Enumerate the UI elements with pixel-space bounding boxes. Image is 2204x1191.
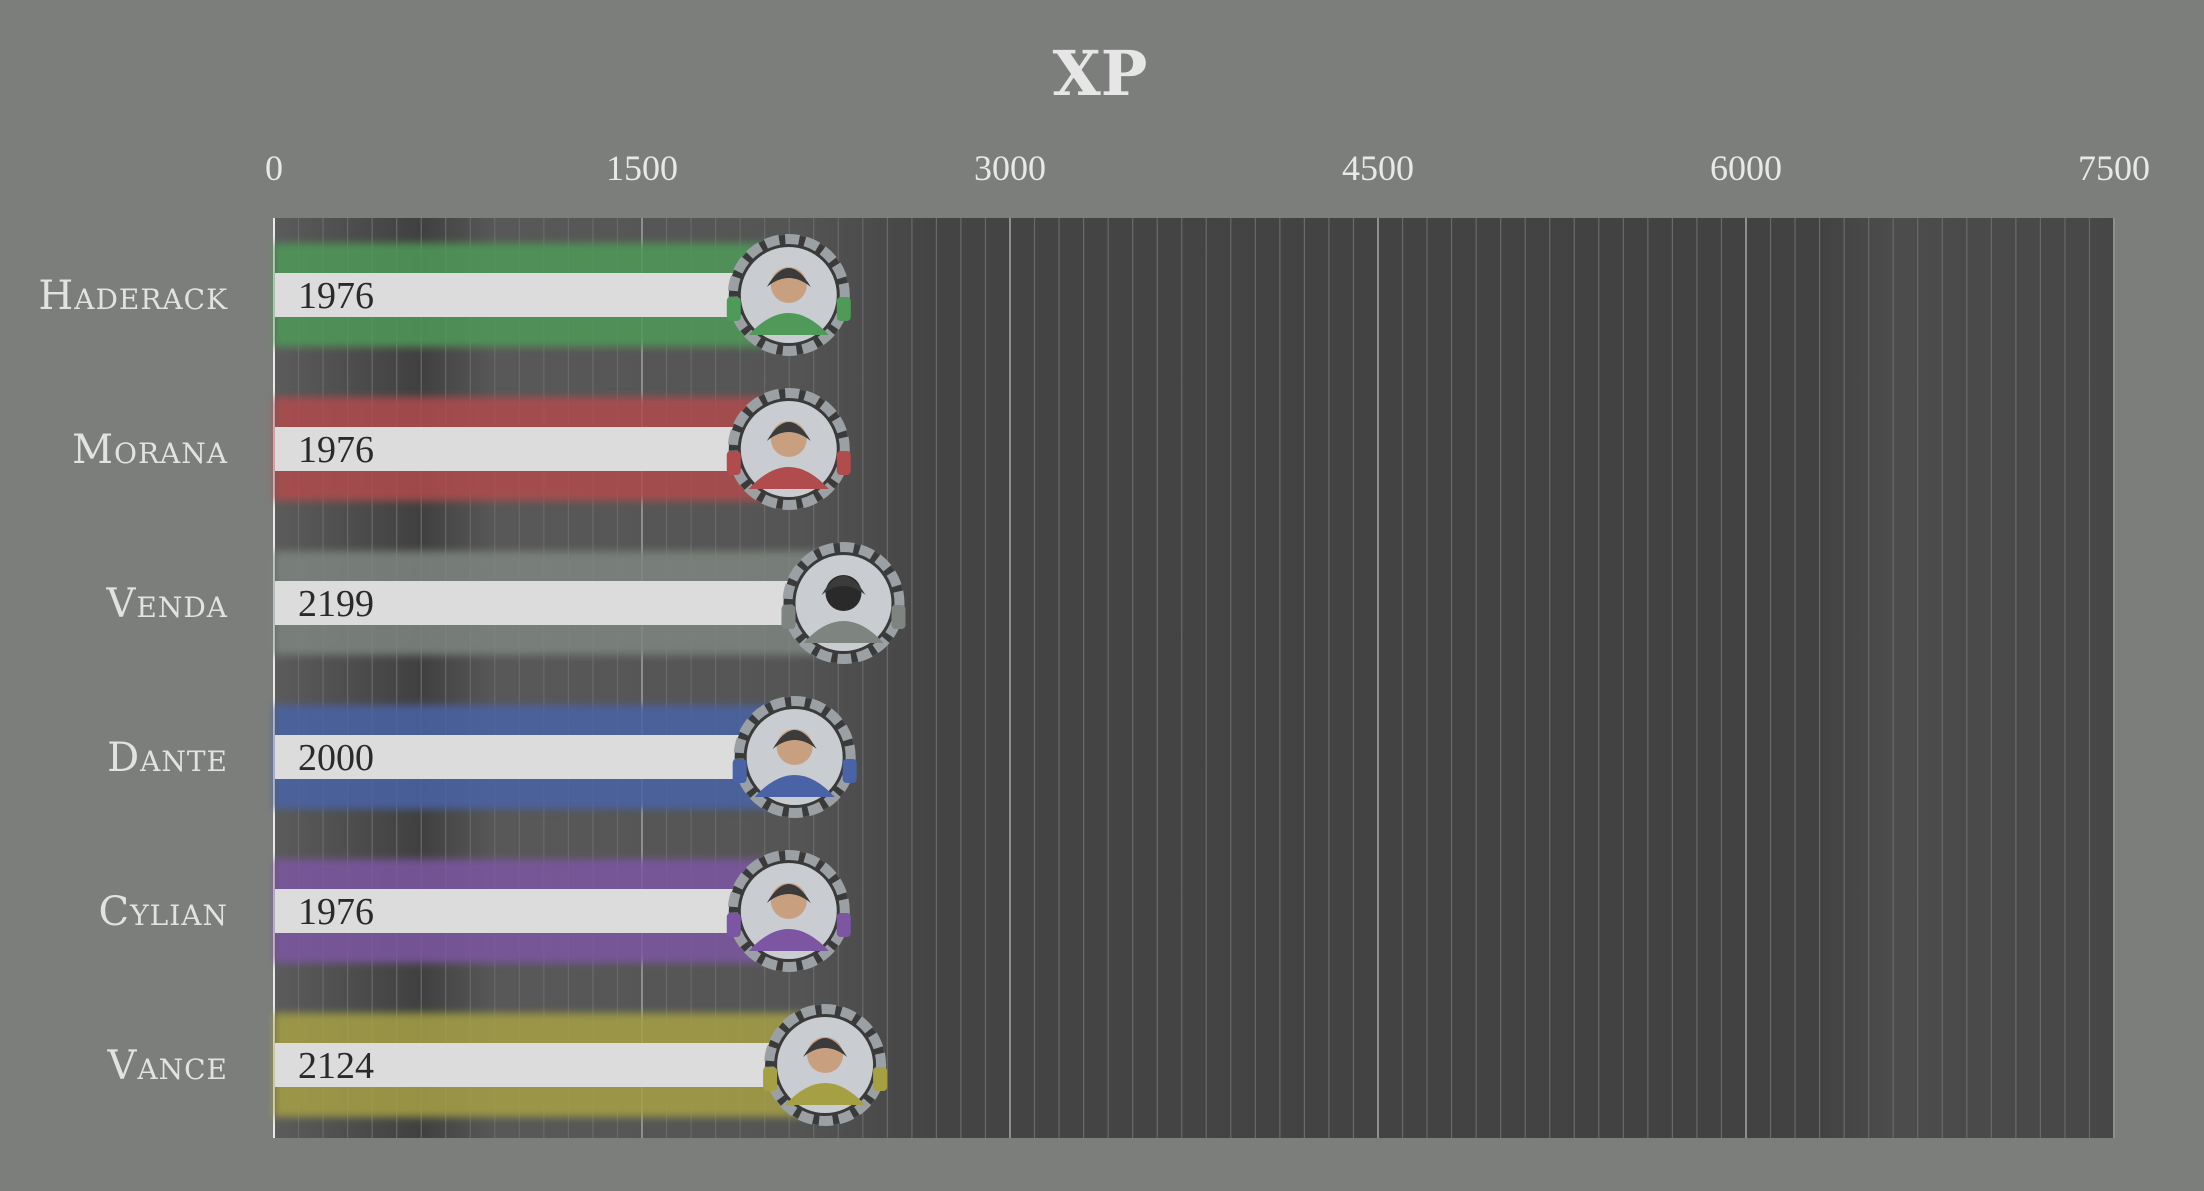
x-tick-label: 6000 (1710, 148, 1782, 188)
bar (275, 273, 759, 317)
x-tick-label: 1500 (606, 148, 678, 188)
bar (275, 581, 814, 625)
category-label: Venda (106, 581, 229, 627)
bar (275, 735, 765, 779)
x-tick-label: 3000 (974, 148, 1046, 188)
chart-title: XP (1053, 37, 1148, 110)
bar-row: Haderack 1976 (38, 234, 851, 356)
bar-rows: Haderack 1976 Morana 1976 Venda 2199 Dante 2000… (38, 234, 906, 1126)
hatted-woman-portrait-icon (726, 388, 851, 510)
value-label: 1976 (298, 891, 374, 933)
young-man-portrait-icon (732, 696, 857, 818)
value-label: 2000 (298, 737, 374, 779)
category-label: Dante (107, 735, 228, 781)
bar-row: Dante 2000 (107, 696, 857, 818)
x-tick-label: 7500 (2078, 148, 2150, 188)
grid-lines (297, 218, 2115, 1138)
x-axis: 0 1500 3000 4500 6000 7500 (265, 148, 2150, 188)
category-label: Cylian (99, 889, 228, 935)
value-label: 1976 (298, 275, 374, 317)
category-label: Haderack (38, 273, 228, 319)
bar-row: Venda 2199 (106, 542, 906, 664)
plot-area (274, 218, 2114, 1138)
bar-row: Cylian 1976 (99, 850, 851, 972)
smiling-man-portrait-icon (763, 1004, 888, 1126)
category-label: Vance (107, 1043, 228, 1089)
bar (275, 427, 759, 471)
category-label: Morana (72, 427, 228, 473)
value-label: 2199 (298, 583, 374, 625)
elf-portrait-icon (726, 850, 851, 972)
value-label: 2124 (298, 1045, 374, 1087)
bar-row: Vance 2124 (107, 1004, 888, 1126)
hooded-goblin-portrait-icon (726, 234, 851, 356)
value-label: 1976 (298, 429, 374, 471)
bar-row: Morana 1976 (72, 388, 851, 510)
bar (275, 1043, 796, 1087)
x-tick-label: 4500 (1342, 148, 1414, 188)
x-tick-label: 0 (265, 148, 283, 188)
black-hooded-figure-portrait-icon (781, 542, 906, 664)
bar (275, 889, 759, 933)
